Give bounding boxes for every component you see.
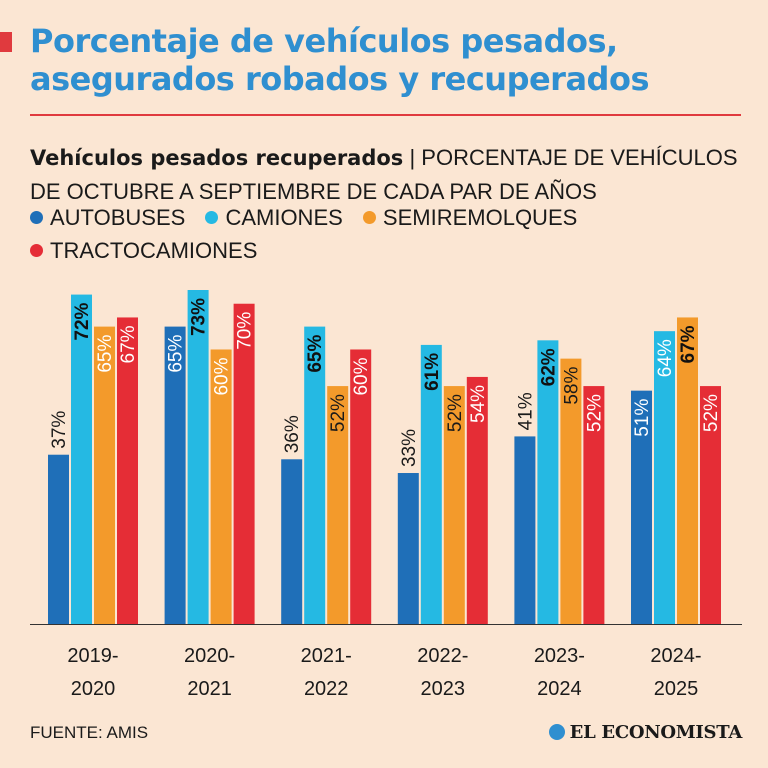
legend-dot — [205, 211, 219, 224]
subtitle-rest-2: DE OCTUBRE A SEPTIEMBRE DE CADA PAR DE A… — [30, 179, 597, 204]
chart-subtitle: Vehículos pesados recuperados | PORCENTA… — [30, 141, 760, 208]
data-label: 60% — [351, 357, 372, 395]
bar-autobuses-2 — [281, 459, 303, 624]
bar-semiremolques-1 — [210, 349, 232, 624]
bar-camiones-0 — [71, 294, 92, 624]
legend-dot — [362, 211, 376, 224]
x-tick-label: 2023 — [421, 678, 466, 700]
data-label: 70% — [235, 312, 256, 350]
bar-camiones-3 — [420, 344, 442, 624]
title-line-1: Porcentaje de vehículos pesados, — [30, 22, 618, 60]
subtitle-separator: | — [409, 145, 416, 170]
x-tick-label: 2022 — [304, 678, 349, 700]
bar-autobuses-5 — [631, 390, 652, 624]
bar-autobuses-3 — [397, 473, 419, 624]
bar-tractocamiones-5 — [700, 386, 721, 624]
x-tick-label: 2021 — [187, 678, 232, 700]
brand-name: EL ECONOMISTA — [569, 722, 743, 743]
legend-label: TRACTOCAMIONES — [50, 238, 258, 263]
legend-item-semiremolques: SEMIREMOLQUES — [362, 201, 578, 234]
x-tick-label: 2024 — [537, 678, 582, 700]
x-tick-label: 2020- — [184, 645, 235, 667]
bar-tractocamiones-2 — [350, 349, 372, 624]
legend-item-autobuses: AUTOBUSES — [30, 201, 185, 234]
bar-camiones-4 — [537, 340, 559, 624]
bar-semiremolques-4 — [560, 358, 582, 624]
bar-tractocamiones-1 — [233, 303, 255, 624]
bar-tractocamiones-4 — [583, 386, 605, 624]
title-divider — [30, 114, 741, 116]
legend-label: AUTOBUSES — [50, 205, 186, 230]
title-accent-bar — [0, 32, 12, 52]
legend-dot — [30, 244, 43, 257]
data-label: 52% — [445, 394, 466, 432]
source-note: FUENTE: AMIS — [30, 723, 149, 742]
x-tick-label: 2019- — [67, 645, 118, 667]
x-tick-label: 2021- — [301, 645, 352, 667]
bar-semiremolques-5 — [677, 317, 698, 624]
brand-logo: EL ECONOMISTA — [548, 722, 743, 743]
bar-semiremolques-3 — [443, 386, 465, 624]
legend-dot — [30, 211, 43, 224]
x-tick-label: 2024- — [650, 645, 701, 667]
x-tick-label: 2020 — [71, 678, 116, 700]
bar-camiones-1 — [187, 290, 209, 624]
data-label: 65% — [95, 335, 116, 373]
data-label: 37% — [49, 411, 70, 449]
data-label: 51% — [632, 399, 653, 437]
subtitle-rest-1: PORCENTAJE DE VEHÍCULOS — [421, 145, 738, 170]
bar-tractocamiones-3 — [466, 376, 488, 624]
data-label: 33% — [399, 429, 420, 467]
bar-semiremolques-2 — [327, 386, 349, 624]
subtitle-bold: Vehículos pesados recuperados — [30, 146, 404, 170]
bar-semiremolques-0 — [94, 326, 115, 624]
page-title: Porcentaje de vehículos pesados, asegura… — [30, 22, 750, 98]
bar-camiones-2 — [304, 326, 326, 624]
data-label: 64% — [655, 339, 676, 377]
x-tick-label: 2022- — [417, 645, 468, 667]
bar-autobuses-0 — [48, 454, 69, 624]
data-label: 72% — [72, 302, 93, 340]
x-tick-label: 2023- — [534, 645, 585, 667]
data-label: 73% — [189, 298, 210, 336]
title-line-2: asegurados robados y recuperados — [30, 60, 649, 98]
data-label: 52% — [328, 394, 349, 432]
data-label: 60% — [212, 357, 233, 395]
bar-camiones-5 — [654, 331, 675, 624]
bar-tractocamiones-0 — [117, 317, 138, 624]
bar-autobuses-4 — [514, 436, 536, 624]
data-label: 62% — [538, 348, 559, 386]
bar-autobuses-1 — [164, 326, 186, 624]
data-label: 52% — [701, 394, 722, 432]
legend-label: SEMIREMOLQUES — [382, 205, 578, 230]
data-label: 36% — [282, 415, 303, 453]
legend-label: CAMIONES — [225, 205, 343, 230]
data-label: 65% — [305, 335, 326, 373]
data-label: 65% — [166, 335, 187, 373]
data-label: 41% — [515, 392, 536, 430]
data-label: 67% — [678, 325, 699, 363]
data-label: 58% — [561, 367, 582, 405]
data-label: 61% — [422, 353, 443, 391]
data-label: 67% — [118, 325, 139, 363]
legend-item-tractocamiones: TRACTOCAMIONES — [30, 234, 257, 267]
chart-legend: AUTOBUSES CAMIONES SEMIREMOLQUES TRACTOC… — [30, 201, 750, 267]
data-label: 54% — [468, 385, 489, 423]
x-tick-label: 2025 — [654, 678, 699, 700]
brand-icon — [548, 724, 565, 740]
data-label: 52% — [584, 394, 605, 432]
legend-item-camiones: CAMIONES — [205, 201, 343, 234]
